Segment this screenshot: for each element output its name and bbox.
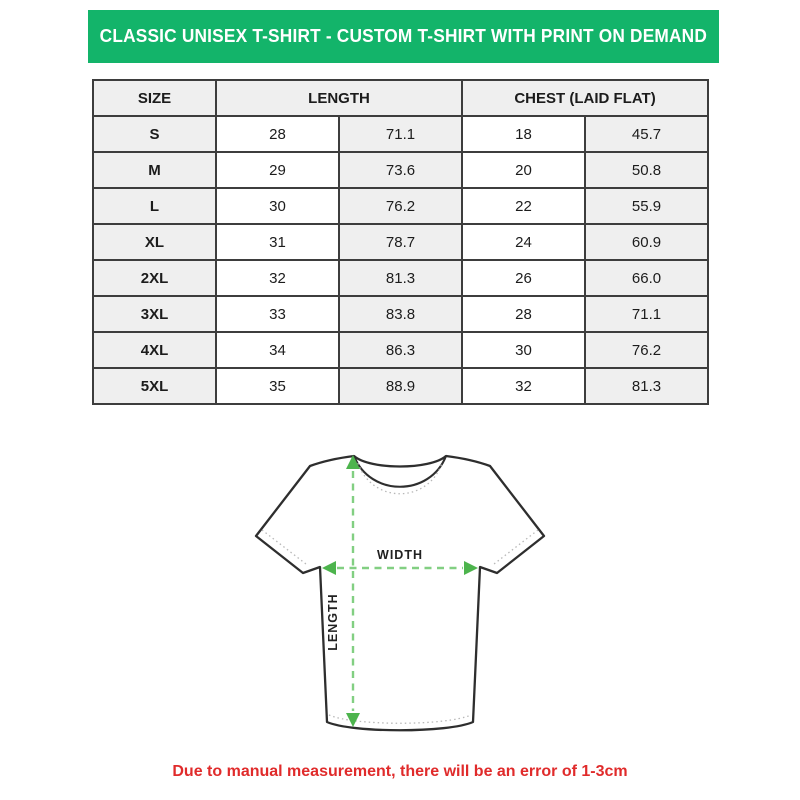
length-inches: 34 — [215, 331, 340, 369]
column-header-length: LENGTH — [214, 79, 464, 117]
length-cm: 78.7 — [337, 223, 464, 261]
chest-inches: 32 — [461, 367, 587, 405]
length-label: LENGTH — [326, 593, 340, 650]
measurement-note-text: Due to manual measurement, there will be… — [172, 763, 628, 780]
length-inches: 33 — [215, 295, 340, 333]
length-cm: 88.9 — [337, 367, 464, 405]
length-cm: 76.2 — [337, 187, 464, 225]
table-row: M 29 73.6 20 50.8 — [92, 151, 710, 189]
chest-cm: 76.2 — [584, 331, 710, 369]
collar-stitch — [357, 462, 443, 495]
length-cm: 81.3 — [337, 259, 464, 297]
size-label: 3XL — [92, 295, 217, 333]
size-label: L — [92, 187, 217, 225]
chest-inches: 28 — [461, 295, 587, 333]
page-title: CLASSIC UNISEX T-SHIRT - CUSTOM T-SHIRT … — [99, 26, 708, 46]
chest-inches: 18 — [461, 115, 587, 153]
size-label: 4XL — [92, 331, 217, 369]
chest-cm: 81.3 — [584, 367, 710, 405]
length-inches: 30 — [215, 187, 340, 225]
tshirt-outline — [254, 454, 546, 732]
length-cm: 73.6 — [337, 151, 464, 189]
measurement-note: Due to manual measurement, there will be… — [0, 759, 800, 785]
tshirt-diagram: WIDTH LENGTH — [240, 440, 560, 750]
title-banner: CLASSIC UNISEX T-SHIRT - CUSTOM T-SHIRT … — [88, 10, 719, 63]
hem-stitch — [328, 714, 472, 724]
chest-inches: 26 — [461, 259, 587, 297]
length-cm: 86.3 — [337, 331, 464, 369]
size-chart-table: SIZE LENGTH CHEST (LAID FLAT) S 28 71.1 18 4… — [92, 79, 710, 405]
size-label: 5XL — [92, 367, 217, 405]
length-inches: 32 — [215, 259, 340, 297]
table-row: S 28 71.1 18 45.7 — [92, 115, 710, 153]
length-inches: 29 — [215, 151, 340, 189]
size-label: S — [92, 115, 217, 153]
table-row: 3XL 33 83.8 28 71.1 — [92, 295, 710, 333]
length-inches: 31 — [215, 223, 340, 261]
table-row: 4XL 34 86.3 30 76.2 — [92, 331, 710, 369]
chest-inches: 30 — [461, 331, 587, 369]
length-cm: 83.8 — [337, 295, 464, 333]
collar-band — [353, 455, 447, 488]
table-row: 2XL 32 81.3 26 66.0 — [92, 259, 710, 297]
size-label: M — [92, 151, 217, 189]
chest-cm: 55.9 — [584, 187, 710, 225]
table-row: L 30 76.2 22 55.9 — [92, 187, 710, 225]
length-cm: 71.1 — [337, 115, 464, 153]
length-inches: 35 — [215, 367, 340, 405]
width-arrow — [322, 561, 478, 575]
chest-cm: 50.8 — [584, 151, 710, 189]
chest-cm: 45.7 — [584, 115, 710, 153]
left-sleeve-stitch — [261, 529, 307, 565]
chest-inches: 22 — [461, 187, 587, 225]
size-label: XL — [92, 223, 217, 261]
right-sleeve-stitch — [493, 529, 539, 565]
width-label: WIDTH — [377, 548, 423, 562]
column-header-size: SIZE — [92, 79, 217, 117]
column-header-chest: CHEST (LAID FLAT) — [461, 79, 710, 117]
table-header-row: SIZE LENGTH CHEST (LAID FLAT) — [92, 79, 710, 117]
table-row: 5XL 35 88.9 32 81.3 — [92, 367, 710, 405]
chest-inches: 24 — [461, 223, 587, 261]
size-label: 2XL — [92, 259, 217, 297]
length-inches: 28 — [215, 115, 340, 153]
chest-cm: 66.0 — [584, 259, 710, 297]
chest-cm: 60.9 — [584, 223, 710, 261]
length-arrow — [346, 455, 360, 727]
chest-cm: 71.1 — [584, 295, 710, 333]
table-row: XL 31 78.7 24 60.9 — [92, 223, 710, 261]
chest-inches: 20 — [461, 151, 587, 189]
